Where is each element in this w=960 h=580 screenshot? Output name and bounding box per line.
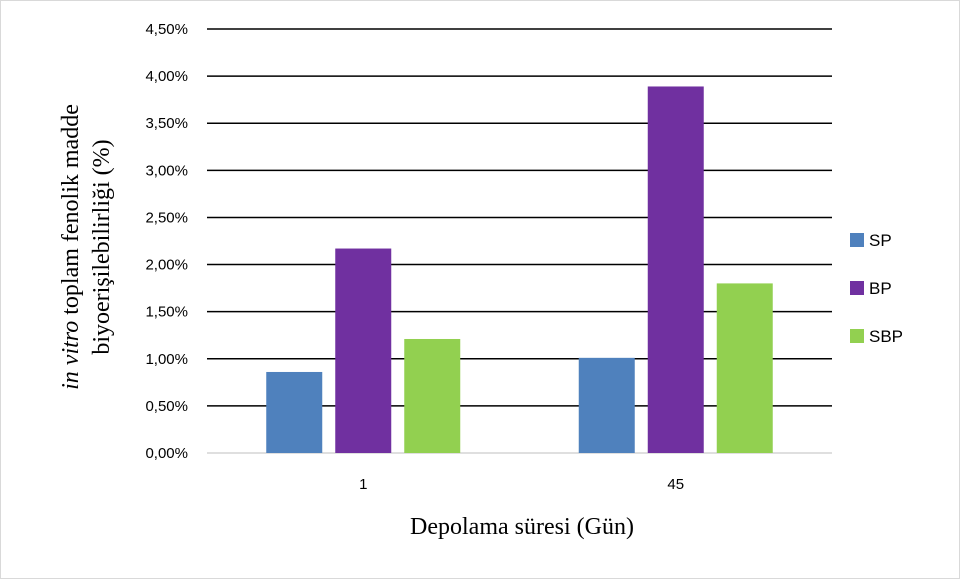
y-tick-label: 3,00% [145,162,188,179]
bar-bp-45 [647,86,704,453]
y-tick-labels: 0,00% 0,50% 1,00% 1,50% 2,00% 2,50% 3,00% 3,50%… [145,21,188,462]
y-tick-label: 3,50% [145,115,188,132]
legend-swatch-bp [850,281,864,295]
bar-bp-1 [335,248,392,453]
y-axis-title-line2: biyoerişilebilirliği (%) [89,139,115,354]
x-axis-title: Depolama süresi (Gün) [410,514,634,540]
y-tick-label: 4,00% [145,68,188,85]
y-tick-label: 1,00% [145,351,188,368]
y-tick-label: 0,50% [145,398,188,415]
y-axis-title-italic: in vitro [58,321,84,390]
y-axis-title-rest: toplam fenolik madde [58,104,84,321]
bar-sbp-45 [716,283,773,453]
bar-sp-1 [266,371,323,453]
bars [266,86,773,453]
y-tick-label: 2,50% [145,209,188,226]
y-tick-label: 0,00% [145,445,188,462]
legend: SP BP SBP [850,231,903,346]
legend-swatch-sp [850,233,864,247]
y-tick-label: 4,50% [145,21,188,38]
y-tick-label: 2,00% [145,257,188,274]
x-tick-label: 1 [359,476,367,493]
x-tick-label: 45 [667,476,684,493]
legend-label-bp: BP [869,279,892,298]
x-tick-labels: 1 45 [359,476,684,493]
legend-label-sp: SP [869,231,892,250]
y-tick-label: 1,50% [145,304,188,321]
y-axis-title: in vitro toplam fenolik madde [58,104,84,390]
bar-sbp-1 [404,338,461,453]
bar-sp-45 [578,357,635,453]
legend-swatch-sbp [850,329,864,343]
legend-label-sbp: SBP [869,327,903,346]
